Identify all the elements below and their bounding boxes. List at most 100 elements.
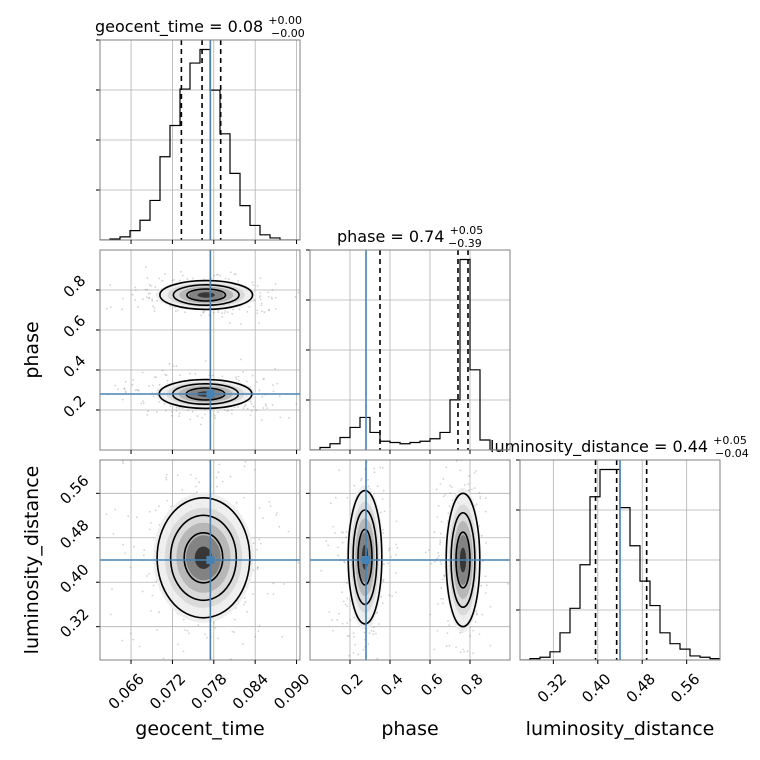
sample-point xyxy=(484,497,487,500)
sample-point xyxy=(357,653,360,656)
sample-point xyxy=(266,407,269,410)
sample-point xyxy=(109,613,112,616)
sample-point xyxy=(462,648,465,651)
sample-point xyxy=(255,409,258,411)
sample-point xyxy=(153,376,156,378)
sample-point xyxy=(154,509,157,512)
y-tick-label-phase-1: 0.4 xyxy=(60,352,90,382)
sample-point xyxy=(376,485,379,488)
sample-point xyxy=(181,274,184,277)
sample-point xyxy=(152,584,155,587)
sample-point xyxy=(325,540,328,542)
sample-point xyxy=(152,305,155,307)
sample-point xyxy=(131,383,134,386)
sample-point xyxy=(259,292,262,294)
y-tick-label-luminosity-distance-2: 0.48 xyxy=(56,516,92,552)
sample-point xyxy=(121,308,123,311)
sample-point xyxy=(331,619,333,621)
sample-point xyxy=(175,406,178,409)
sample-point xyxy=(131,293,134,296)
title-phase-plus: +0.05 xyxy=(450,224,484,237)
sample-point xyxy=(275,514,277,517)
sample-point xyxy=(189,372,191,375)
sample-point xyxy=(459,469,462,472)
sample-point xyxy=(258,389,261,392)
x-tick-label-phase-2: 0.6 xyxy=(417,670,447,700)
sample-point xyxy=(264,405,267,407)
sample-point xyxy=(181,489,184,491)
sample-point xyxy=(215,476,218,479)
sample-point xyxy=(229,475,232,478)
y-tick-label-luminosity-distance-1: 0.40 xyxy=(56,561,92,597)
sample-point xyxy=(340,531,343,534)
sample-point xyxy=(241,643,244,645)
sample-point xyxy=(244,404,247,406)
sample-point xyxy=(272,593,275,596)
sample-point xyxy=(246,610,249,613)
sample-point xyxy=(484,592,487,594)
sample-point xyxy=(328,611,331,613)
sample-point xyxy=(153,310,156,312)
sample-point xyxy=(297,561,300,564)
sample-point xyxy=(375,632,377,635)
sample-point xyxy=(370,456,372,458)
x-tick-label-phase-1: 0.4 xyxy=(377,670,407,700)
sample-point xyxy=(395,572,398,574)
sample-point xyxy=(132,638,135,641)
sample-point xyxy=(448,644,451,647)
sample-point xyxy=(260,302,263,305)
sample-point xyxy=(440,587,443,589)
sample-point xyxy=(476,613,478,616)
sample-point xyxy=(147,410,150,413)
sample-point xyxy=(424,551,427,554)
sample-point xyxy=(442,495,445,498)
sample-point xyxy=(244,601,247,604)
sample-point xyxy=(148,528,151,531)
sample-point xyxy=(142,402,145,404)
sample-point xyxy=(440,597,442,600)
sample-point xyxy=(274,367,277,370)
panel-phase-vs-geocent-time: 0.2 0.4 0.6 0.8 xyxy=(60,244,315,454)
sample-point xyxy=(233,631,236,633)
sample-point xyxy=(196,415,199,418)
sample-point xyxy=(451,445,453,447)
sample-point xyxy=(148,385,150,387)
sample-point xyxy=(158,524,161,526)
sample-point xyxy=(262,378,265,381)
sample-point xyxy=(195,477,197,480)
title-luminosity-distance-label: luminosity_distance = 0.44 xyxy=(490,437,708,457)
sample-point xyxy=(134,286,137,289)
sample-point xyxy=(283,583,286,585)
sample-point xyxy=(122,462,124,465)
sample-point xyxy=(146,244,148,246)
title-geocent-time: geocent_time = 0.08 +0.00 xyxy=(95,14,302,37)
sample-point xyxy=(161,279,164,282)
sample-point xyxy=(114,384,117,387)
sample-point xyxy=(320,569,323,572)
sample-point xyxy=(313,380,315,382)
sample-point xyxy=(390,556,392,558)
sample-point xyxy=(288,416,290,419)
sample-point xyxy=(140,402,143,405)
sample-point xyxy=(135,388,138,391)
sample-point xyxy=(383,510,386,513)
sample-point xyxy=(439,539,441,542)
sample-point xyxy=(152,384,154,387)
panel-frame xyxy=(309,459,511,661)
contour-0-1 xyxy=(352,509,378,606)
sample-point xyxy=(478,491,481,494)
sample-point xyxy=(443,574,446,577)
y-axis-label-phase: phase xyxy=(21,321,43,378)
sample-point xyxy=(248,305,251,308)
sample-point xyxy=(171,410,174,413)
sample-point xyxy=(114,508,117,511)
sample-point xyxy=(229,271,232,274)
sample-point xyxy=(429,613,432,616)
sample-point xyxy=(438,555,440,557)
sample-point xyxy=(442,578,444,581)
sample-point xyxy=(372,630,375,633)
sample-point xyxy=(141,590,144,593)
sample-point xyxy=(226,410,229,412)
sample-point xyxy=(172,365,175,367)
sample-point xyxy=(163,677,165,679)
